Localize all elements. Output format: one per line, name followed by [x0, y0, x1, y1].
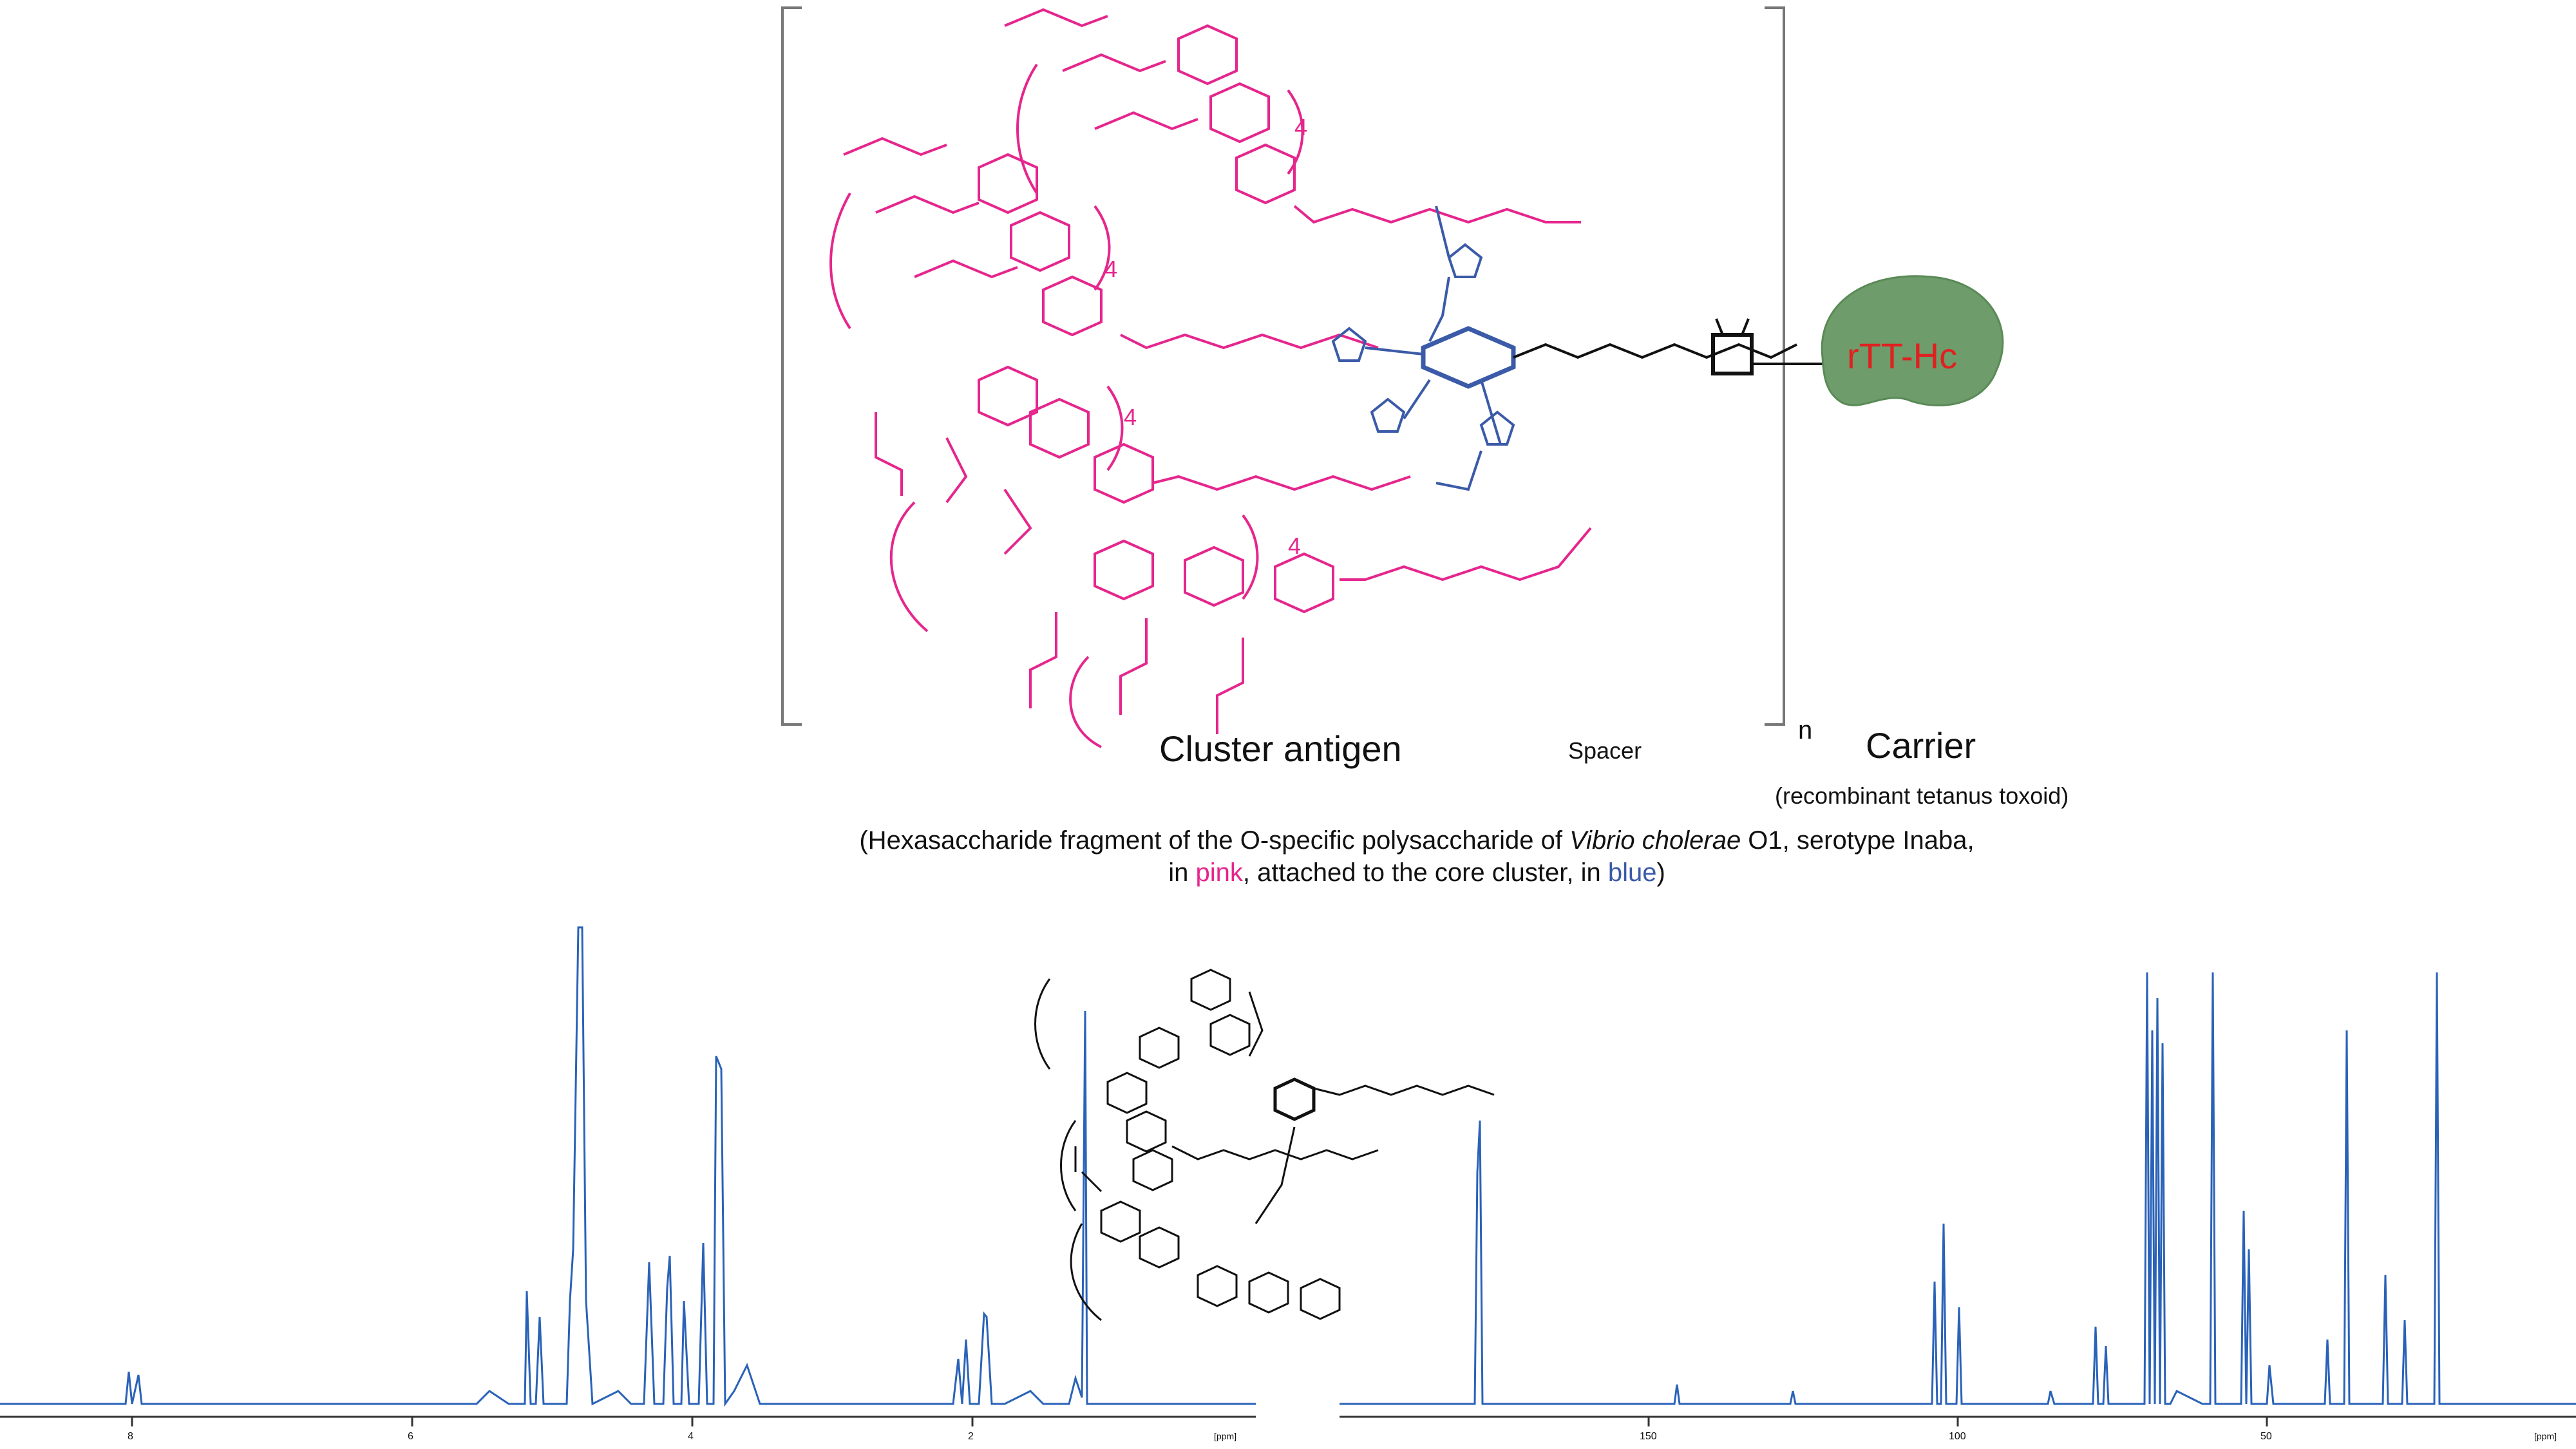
- repeat-label-2: 4: [1104, 256, 1117, 282]
- c-nmr-spectrum: [1340, 972, 2576, 1426]
- inset-structure: [1034, 969, 1495, 1321]
- c-nmr-trace: [1340, 972, 2576, 1405]
- repeat-label-1: 4: [1294, 114, 1307, 140]
- repeat-n-label: n: [1798, 716, 1813, 744]
- figure-caption: (Hexasaccharide fragment of the O-specif…: [708, 824, 2125, 889]
- antigen-structures: [829, 8, 1592, 748]
- c-tick-150: 150: [1640, 1431, 1657, 1442]
- right-bracket: [1765, 6, 1785, 726]
- h-nmr-trace: [0, 926, 1256, 1407]
- carrier-sub-label: (recombinant tetanus toxoid): [1775, 782, 2069, 809]
- left-bracket: [781, 6, 802, 726]
- h-tick-8: 8: [128, 1431, 133, 1442]
- h-tick-4: 4: [688, 1431, 694, 1442]
- caption-line-1: (Hexasaccharide fragment of the O-specif…: [859, 826, 1975, 855]
- repeat-label-3: 4: [1124, 404, 1137, 430]
- spacer-label: Spacer: [1568, 737, 1642, 764]
- antigen-chain-1: [1004, 8, 1581, 224]
- h-tick-6: 6: [408, 1431, 413, 1442]
- caption-line-2: in pink, attached to the core cluster, i…: [1168, 858, 1665, 887]
- antigen-chain-4: [1029, 514, 1592, 748]
- repeat-label-4: 4: [1288, 533, 1301, 559]
- c-tick-50: 50: [2260, 1431, 2272, 1442]
- h-axis-unit: [ppm]: [1214, 1431, 1237, 1441]
- carrier-label: Carrier: [1866, 725, 1976, 766]
- c-tick-100: 100: [1949, 1431, 1966, 1442]
- c-axis-unit: [ppm]: [2534, 1431, 2557, 1441]
- antigen-chain-2: [829, 137, 1379, 350]
- core-cluster: [1331, 205, 1516, 491]
- spacer-chain: [1513, 318, 1832, 375]
- h-tick-2: 2: [968, 1431, 974, 1442]
- carrier-node-label: rTT-Hc: [1847, 336, 1958, 376]
- antigen-chain-3: [875, 365, 1411, 632]
- conjugate-diagram: 4 4 4 4: [781, 6, 2004, 748]
- h-nmr-spectrum: [0, 926, 1256, 1426]
- cluster-antigen-label: Cluster antigen: [1159, 728, 1402, 769]
- carrier-blob: [1821, 275, 2004, 406]
